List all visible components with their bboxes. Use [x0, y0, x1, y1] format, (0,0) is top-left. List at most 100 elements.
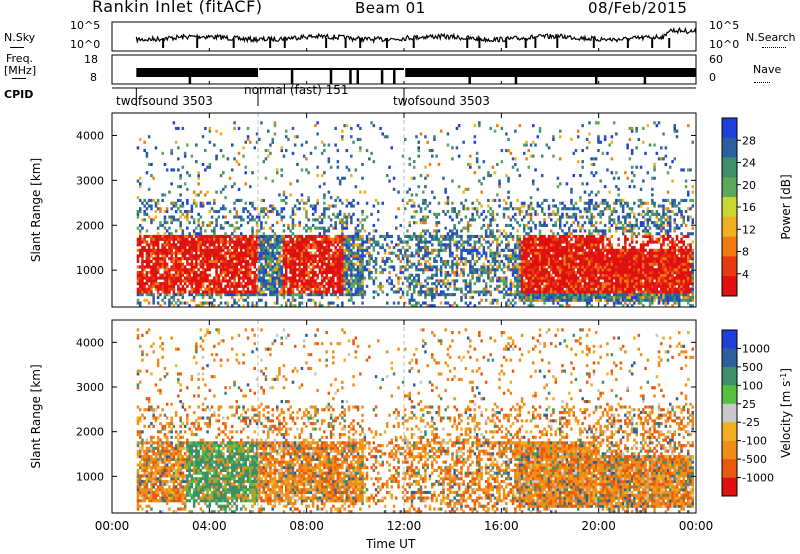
- heatmap-cell: [565, 257, 569, 261]
- heatmap-cell: [561, 284, 564, 288]
- heatmap-cell: [431, 293, 434, 297]
- heatmap-cell: [561, 240, 564, 244]
- heatmap-cell: [298, 223, 301, 227]
- heatmap-cell: [590, 201, 593, 205]
- heatmap-cell: [547, 262, 551, 266]
- heatmap-cell: [206, 262, 209, 266]
- heatmap-cell: [287, 248, 290, 252]
- heatmap-cell: [233, 226, 236, 230]
- heatmap-cell: [588, 287, 591, 291]
- heatmap-cell: [543, 279, 546, 283]
- heatmap-cell: [327, 284, 331, 288]
- heatmap-cell: [361, 246, 364, 250]
- heatmap-cell: [172, 290, 176, 294]
- heatmap-cell: [460, 229, 463, 233]
- heatmap-cell: [466, 226, 470, 230]
- heatmap-cell: [186, 143, 189, 147]
- heatmap-cell: [529, 262, 533, 266]
- heatmap-cell: [374, 229, 378, 233]
- heatmap-cell: [534, 271, 537, 275]
- heatmap-cell: [448, 251, 452, 255]
- noise-tick-bottom-left: 10^0: [70, 38, 101, 51]
- heatmap-cell: [208, 268, 212, 272]
- heatmap-cell: [215, 273, 218, 277]
- heatmap-cell: [568, 276, 571, 280]
- heatmap-cell: [572, 262, 575, 266]
- heatmap-cell: [240, 234, 243, 238]
- heatmap-cell: [559, 265, 562, 269]
- heatmap-cell: [511, 265, 515, 269]
- heatmap-cell: [433, 287, 436, 291]
- freq-unit: [MHz]: [4, 64, 37, 77]
- heatmap-cell: [305, 268, 308, 272]
- heatmap-cell: [581, 254, 584, 258]
- heatmap-cell: [552, 268, 555, 272]
- heatmap-cell: [181, 271, 185, 275]
- heatmap-cell: [592, 157, 596, 161]
- heatmap-cell: [139, 271, 142, 275]
- heatmap-cell: [156, 284, 160, 288]
- heatmap-cell: [502, 276, 506, 280]
- heatmap-cell: [482, 160, 486, 164]
- heatmap-cell: [338, 218, 342, 222]
- heatmap-cell: [392, 176, 396, 180]
- heatmap-cell: [525, 246, 528, 250]
- heatmap-cell: [585, 287, 589, 291]
- heatmap-cell: [258, 234, 261, 238]
- heatmap-cell: [395, 290, 398, 294]
- heatmap-cell: [572, 287, 575, 291]
- heatmap-cell: [237, 240, 241, 244]
- heatmap-cell: [264, 240, 268, 244]
- heatmap-cell: [314, 259, 317, 263]
- heatmap-cell: [350, 276, 353, 280]
- heatmap-cell: [559, 254, 562, 258]
- heatmap-cell: [170, 273, 173, 277]
- heatmap-cell: [271, 140, 274, 144]
- heatmap-cell: [311, 265, 315, 269]
- heatmap-cell: [163, 240, 167, 244]
- heatmap-cell: [174, 301, 178, 305]
- heatmap-cell: [262, 207, 265, 211]
- heatmap-cell: [253, 293, 256, 297]
- heatmap-cell: [435, 154, 438, 158]
- heatmap-cell: [222, 257, 225, 261]
- heatmap-cell: [559, 237, 562, 241]
- heatmap-cell: [550, 248, 553, 252]
- heatmap-cell: [482, 248, 486, 252]
- heatmap-cell: [188, 282, 191, 286]
- heatmap-cell: [599, 287, 602, 291]
- heatmap-cell: [305, 215, 308, 219]
- heatmap-cell: [493, 259, 497, 263]
- heatmap-cell: [195, 290, 198, 294]
- heatmap-cell: [318, 243, 322, 247]
- heatmap-cell: [201, 284, 205, 288]
- heatmap-cell: [291, 304, 295, 308]
- heatmap-cell: [599, 298, 602, 302]
- heatmap-cell: [264, 248, 268, 252]
- heatmap-cell: [550, 276, 553, 280]
- heatmap-cell: [361, 243, 364, 247]
- heatmap-cell: [502, 248, 506, 252]
- heatmap-cell: [469, 268, 472, 272]
- heatmap-cell: [538, 259, 542, 263]
- heatmap-cell: [168, 257, 171, 261]
- heatmap-cell: [244, 290, 247, 294]
- heatmap-cell: [422, 221, 425, 225]
- heatmap-cell: [451, 229, 454, 233]
- heatmap-cell: [455, 304, 459, 308]
- heatmap-cell: [244, 171, 247, 175]
- heatmap-cell: [466, 207, 470, 211]
- heatmap-cell: [145, 298, 149, 302]
- noise-search-label: N.Search: [746, 31, 796, 44]
- heatmap-cell: [579, 210, 582, 214]
- heatmap-cell: [276, 212, 279, 216]
- heatmap-cell: [457, 287, 461, 291]
- heatmap-cell: [320, 151, 324, 155]
- heatmap-cell: [285, 290, 288, 294]
- heatmap-cell: [174, 140, 178, 144]
- heatmap-cell: [460, 243, 463, 247]
- heatmap-cell: [343, 273, 346, 277]
- heatmap-cell: [314, 293, 317, 297]
- heatmap-cell: [285, 248, 288, 252]
- heatmap-cell: [170, 279, 173, 283]
